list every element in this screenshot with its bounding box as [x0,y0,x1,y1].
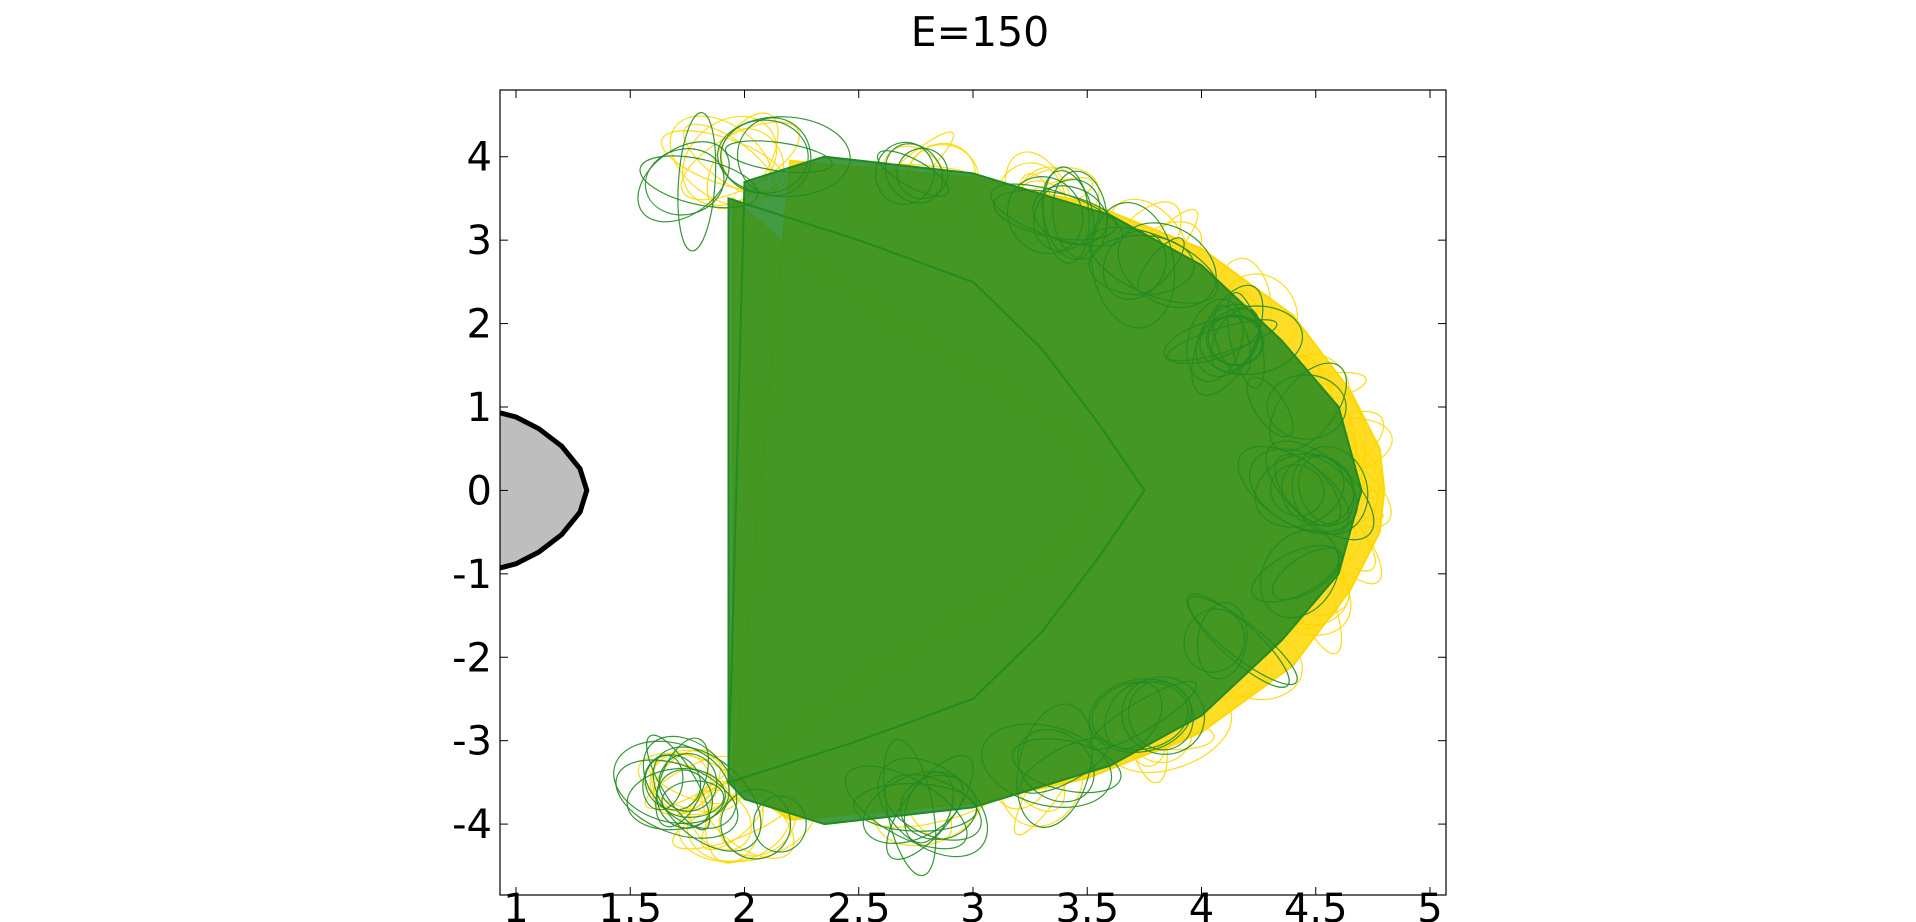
plot-area [500,112,1393,877]
trajectory-loop [1274,454,1342,527]
trajectory-loop [1088,678,1193,753]
trajectory-loop [1205,314,1265,367]
x-tick-label: 1 [503,886,528,922]
trajectory-loop [615,759,739,839]
trajectory-loop [736,117,812,197]
trajectory-loop [724,140,833,174]
trajectory-loop [896,147,949,200]
trajectory-loop [1117,222,1217,309]
trajectory-loop [1017,729,1095,803]
trajectory-loop [1291,445,1369,535]
trajectory-loop [886,754,974,860]
trajectory-loop [1298,455,1355,526]
trajectory-loop [1259,529,1340,619]
trajectory-loop [1091,201,1176,329]
trajectory-loop [1187,596,1298,686]
trajectory-loop [644,148,725,216]
trajectory-loop [1104,682,1163,750]
trajectory-loop [720,119,809,194]
series-2-trajectory [613,112,1375,877]
trajectory-loop [1121,676,1206,755]
y-tick-label: -2 [452,635,492,681]
trajectory-loop [1102,230,1167,300]
series-2-envelope [727,155,1363,826]
y-tick-label: 4 [467,135,492,181]
trajectory-loop [677,112,717,252]
trajectory-loop [1212,304,1252,376]
trajectory-loop [981,723,1113,808]
trajectory-loop [661,780,725,818]
trajectory-loop [883,774,982,841]
trajectory-loop [644,754,702,811]
series-2 [613,112,1375,877]
trajectory-loop [875,141,935,206]
x-tick-label: 1.5 [598,886,662,922]
trajectory-loop [626,767,726,831]
x-tick-label: 5 [1417,886,1442,922]
trajectory-loop [1183,608,1246,673]
axes: 1 1.5 2 2.5 3 3.5 4 4.5 5 4 3 2 1 0 -1 -2 -3 -4 [452,89,1447,922]
chart-title: E=150 [911,8,1050,56]
forbidden-region [500,412,587,568]
trajectory-loop [637,141,730,223]
trajectory-loop [1269,362,1348,452]
trajectory-loop [1016,703,1093,828]
trajectory-loop [1186,593,1290,688]
trajectory-loop [1251,544,1341,603]
y-tick-label: 3 [467,218,492,264]
trajectory-loop [1011,738,1122,794]
trajectory-loop [1006,176,1084,255]
trajectory-loop [1196,601,1248,680]
x-tick-label: 2.5 [827,886,891,922]
x-tick-label: 3.5 [1055,886,1119,922]
trajectory-loop [1191,284,1264,396]
trajectory-loop [862,770,964,844]
y-tick-label: 0 [467,468,492,514]
x-tick-label: 4 [1189,886,1214,922]
trajectory-loop [1266,374,1347,440]
y-tick-label: -3 [452,719,492,765]
trajectory-loop [876,150,950,197]
y-tick-label: -1 [452,552,492,598]
trajectory-loop [656,769,713,829]
trajectory-loop [655,737,709,828]
trajectory-loop [689,789,752,851]
trajectory-loop [1088,234,1195,296]
trajectory-loop [1254,453,1345,528]
trajectory-loop [1226,291,1265,389]
trajectory-loop [993,189,1117,241]
trajectory-loop [613,740,730,825]
x-tick-label: 4.5 [1284,886,1348,922]
trajectory-loop [884,143,944,204]
trajectory-loop [658,753,718,812]
forbidden-region-boundary [500,410,590,571]
trajectory-loop [1088,680,1197,751]
trajectory-loop [1163,316,1260,365]
trajectory-loop [1091,680,1189,751]
y-tick-label: 2 [467,302,492,348]
trajectory-loop [642,754,684,811]
trajectory-loop [1210,308,1261,373]
trajectory-loop [717,116,851,198]
trajectory-loop [752,795,807,853]
trajectory-loop [903,771,954,844]
trajectory-loop [1041,170,1095,261]
trajectory-loop [1271,547,1343,601]
trajectory-loop [639,155,759,209]
y-tick-label: 1 [467,385,492,431]
trajectory-loop [899,774,978,841]
y-tick-label: -4 [452,802,492,848]
trajectory-loop [1269,464,1325,517]
trajectory-loop [883,738,937,877]
x-tick-label: 3 [960,886,985,922]
x-tick-label: 2 [732,886,757,922]
